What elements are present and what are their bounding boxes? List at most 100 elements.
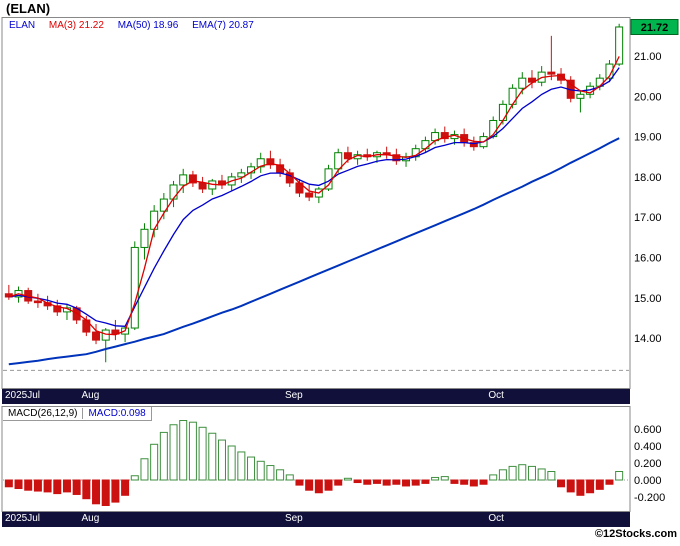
macd-legend: MACD(26,12,9) MACD:0.098 [3,407,152,421]
macd-bar [169,424,178,481]
macd-bar [547,471,556,481]
candle-body [547,71,556,75]
last-price-badge-label: 21.72 [641,22,669,34]
macd-histogram-chart: 0.600 0.400 0.200 0.000 -0.200 [1,406,665,512]
macd-bar [43,479,52,493]
macd-bar [537,468,546,481]
macd-bar [150,443,159,481]
macd-tick-label: -0.200 [634,492,665,504]
macd-bar [179,420,188,481]
macd-tick-label: 0.000 [634,475,662,487]
candle-body [440,132,449,140]
candle-body [169,184,178,200]
macd-tick-label: 0.200 [634,458,662,470]
macd-bar [217,439,226,481]
candle-body [518,77,527,89]
price-tick-label: 21.00 [634,51,662,63]
macd-bar [363,479,372,485]
legend-ma50: MA(50) 18.96 [117,20,179,31]
macd-value-label: MACD:0.098 [88,408,146,419]
candle-body [92,331,101,341]
month-label: Sep [284,513,303,524]
ma3-line [8,56,620,336]
macd-bar [566,479,575,493]
macd-bar [479,479,488,485]
candle-body [266,158,275,166]
macd-bar [111,479,120,503]
price-tick-label: 16.00 [634,253,662,265]
macd-bar [334,479,343,486]
candle-body [305,192,314,198]
macd-bar [314,479,323,494]
candle-body [140,228,149,248]
macd-bar [460,479,469,485]
candle-body [159,198,168,212]
indicator-legend: ELAN MA(3) 21.22 MA(50) 18.96 EMA(7) 20.… [9,20,265,31]
month-label: 2025Jul [5,513,41,524]
candle-body [392,154,401,162]
macd-bar [92,479,101,505]
macd-bar [140,458,149,481]
macd-bar [324,479,333,491]
macd-bar [198,426,207,481]
macd-bar [402,479,411,487]
candle-body [130,246,139,329]
macd-bar [159,431,168,481]
macd-bar [615,471,624,481]
macd-bar [130,475,139,481]
candle-body [557,73,566,81]
macd-bar [527,465,536,481]
month-label: Aug [81,513,100,524]
candle-body [469,142,478,148]
macd-bar [266,465,275,481]
candle-body [343,152,352,160]
candle-body [237,172,246,178]
price-tick-label: 19.00 [634,132,662,144]
macd-x-axis-bar: 2025Jul Aug Sep Oct [2,512,630,527]
macd-bar [450,479,459,484]
price-tick-label: 20.00 [634,91,662,103]
candle-body [605,63,614,79]
ema7-line [8,67,620,327]
macd-bar [421,479,430,484]
macd-bar [498,469,507,481]
macd-bar [595,479,604,490]
month-label: Sep [284,390,303,401]
macd-bar [237,451,246,481]
macd-bar [431,476,440,481]
macd-tick-label: 0.600 [634,424,662,436]
candlestick-price-chart: 21.00 20.00 19.00 18.00 17.00 16.00 15.00 14.00… [1,17,679,389]
macd-bar [469,479,478,487]
macd-bar [227,445,236,481]
candle-body [198,182,207,190]
candle-body [334,152,343,170]
macd-bar [33,479,42,492]
watermark: ©12Stocks.com [594,528,677,540]
candle-body [188,174,197,184]
macd-bar [4,479,13,488]
macd-bar [353,479,362,484]
candle-body [179,174,188,186]
macd-bar [188,421,197,481]
month-label: Oct [488,390,504,401]
macd-bar [24,479,33,491]
macd-tick-label: 0.400 [634,441,662,453]
ticker-title: (ELAN) [6,1,51,16]
macd-bar [276,469,285,481]
macd-bar [53,479,62,495]
macd-bar [411,479,420,486]
macd-bar [256,460,265,481]
price-tick-label: 14.00 [634,333,662,345]
month-label: Aug [81,390,100,401]
macd-bar [295,479,304,486]
legend-ma3: MA(3) 21.22 [48,20,104,31]
macd-bar [508,465,517,481]
macd-bar [62,479,71,493]
month-label: Oct [488,513,504,524]
macd-bar [285,474,294,481]
macd-bar [72,479,81,495]
candle-body [53,305,62,313]
macd-bar [605,479,614,485]
macd-bar [489,474,498,481]
ma50-line [8,137,620,366]
